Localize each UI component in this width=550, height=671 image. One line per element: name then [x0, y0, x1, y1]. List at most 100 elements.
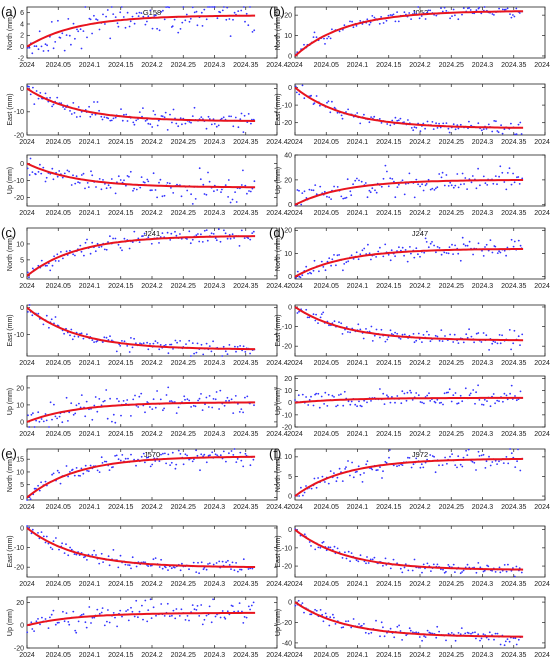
data-point — [510, 183, 513, 186]
data-point — [322, 266, 325, 268]
data-point — [355, 559, 358, 562]
data-point — [144, 23, 147, 26]
data-point — [120, 414, 122, 417]
y-tick-label: 0 — [20, 86, 24, 93]
data-point — [191, 460, 194, 463]
data-point — [452, 563, 455, 566]
data-point — [451, 243, 453, 246]
data-point — [244, 351, 247, 353]
data-point — [499, 165, 502, 168]
data-point — [366, 196, 369, 199]
data-point — [224, 232, 227, 235]
data-point — [229, 237, 232, 240]
data-point — [468, 120, 470, 123]
data-point — [144, 120, 147, 122]
data-point — [488, 631, 491, 634]
data-point — [475, 571, 478, 574]
data-point — [70, 43, 72, 46]
x-tick-label: 2024 — [287, 652, 303, 659]
data-point — [144, 411, 146, 414]
data-point — [144, 599, 147, 602]
data-point — [186, 189, 189, 192]
fit-curve — [294, 306, 524, 342]
data-point — [487, 123, 490, 126]
data-point — [450, 184, 453, 187]
data-point — [496, 183, 498, 186]
y-axis-label: Up (mm) — [275, 609, 282, 636]
data-point — [45, 176, 48, 179]
data-point — [168, 182, 171, 185]
data-point — [447, 391, 449, 394]
data-point — [237, 570, 239, 573]
data-point — [167, 352, 170, 355]
data-point — [327, 482, 330, 485]
data-point — [443, 251, 446, 254]
data-point — [195, 571, 198, 573]
data-point — [459, 394, 462, 397]
data-point — [244, 396, 246, 399]
data-point — [377, 250, 380, 253]
x-tick-label: 2024.05 — [314, 652, 339, 659]
data-point — [188, 339, 191, 342]
data-point — [441, 171, 444, 174]
data-point — [335, 264, 337, 267]
data-point — [445, 10, 448, 12]
data-point — [492, 393, 495, 395]
data-point — [438, 122, 440, 125]
x-tick-label: 2024.05 — [314, 62, 339, 69]
data-point — [355, 25, 358, 27]
data-point — [44, 413, 47, 415]
y-tick-label: -10 — [282, 324, 292, 331]
data-point — [231, 198, 234, 201]
data-point — [212, 233, 215, 235]
data-point — [186, 238, 188, 240]
data-point — [174, 230, 176, 233]
data-point — [201, 409, 204, 411]
data-point — [52, 47, 55, 50]
subplot-j052-east: 2024 2024.05 2024.1 2024.15 2024.2 2024.25 202… — [275, 83, 550, 146]
data-point — [403, 392, 406, 395]
y-axis-label: North (mm) — [7, 457, 14, 492]
data-point — [189, 242, 192, 245]
data-point — [347, 331, 349, 333]
x-tick-label: 2024.15 — [376, 283, 401, 290]
subplot-j972-north: 2024 2024.05 2024.1 2024.15 2024.2 2024.25 202… — [269, 446, 550, 511]
y-tick-label: -10 — [14, 178, 24, 185]
data-point — [500, 124, 502, 127]
x-tick-label: 2024.4 — [266, 283, 288, 290]
x-tick-label: 2024.2 — [409, 504, 431, 511]
axes-box — [26, 596, 278, 649]
data-point — [222, 116, 225, 119]
data-point — [160, 558, 163, 561]
data-point — [61, 32, 64, 35]
x-tick-label: 2024.1 — [79, 283, 101, 290]
data-point — [82, 172, 85, 175]
data-point — [439, 126, 442, 129]
data-point — [177, 406, 180, 409]
data-point — [96, 469, 99, 472]
data-point — [225, 460, 227, 463]
data-point — [386, 170, 388, 173]
data-point — [184, 122, 187, 125]
data-point — [102, 13, 104, 16]
data-point — [335, 480, 338, 483]
data-point — [329, 111, 332, 114]
data-point — [345, 620, 347, 623]
x-tick-label: 2024.05 — [314, 504, 339, 511]
data-point — [403, 254, 405, 257]
data-point — [513, 15, 516, 18]
data-point — [57, 260, 60, 262]
data-point — [127, 175, 130, 178]
y-tick-label: 20 — [284, 376, 292, 383]
data-point — [459, 572, 462, 575]
y-tick-label: -40 — [282, 640, 292, 647]
data-point — [408, 12, 411, 14]
data-point — [296, 270, 299, 273]
data-point — [336, 476, 339, 479]
data-point — [502, 462, 505, 464]
data-point — [435, 251, 437, 254]
data-point — [433, 189, 436, 191]
data-point — [146, 341, 149, 344]
data-point — [40, 259, 43, 262]
data-point — [478, 399, 481, 401]
